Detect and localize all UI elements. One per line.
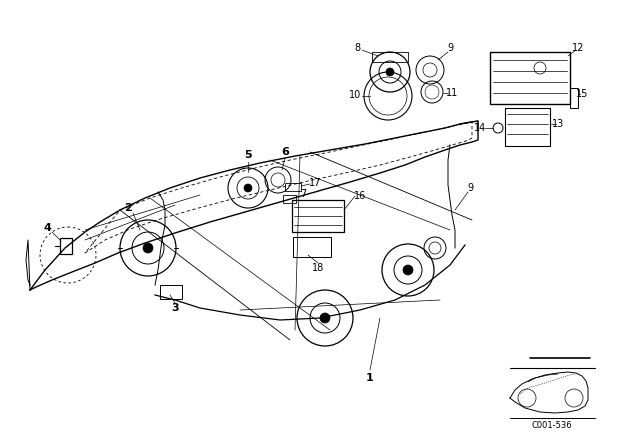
Text: C001-536: C001-536 [532,421,572,430]
Bar [293,237,331,257]
Bar [60,238,72,254]
Circle shape [403,265,413,275]
Text: 7: 7 [300,189,306,199]
Text: 8: 8 [354,43,360,53]
Text: 5: 5 [244,150,252,160]
Text: 14: 14 [474,123,486,133]
Text: 11: 11 [446,88,458,98]
Text: 4: 4 [43,223,51,233]
Bar [285,183,301,191]
Text: 18: 18 [312,263,324,273]
Text: 3: 3 [171,303,179,313]
Text: 13: 13 [552,119,564,129]
Text: 15: 15 [576,89,588,99]
Text: 16: 16 [354,191,366,201]
Text: 2: 2 [124,203,132,213]
Circle shape [244,184,252,192]
Text: 9: 9 [467,183,473,193]
Text: 9: 9 [447,43,453,53]
Bar [570,88,578,108]
Bar [160,285,182,299]
Text: 17: 17 [309,178,321,188]
Text: 12: 12 [572,43,584,53]
Circle shape [320,313,330,323]
Bar [292,200,344,232]
Bar [490,52,570,104]
Text: 6: 6 [281,147,289,157]
Text: 10: 10 [349,90,361,100]
Text: 1: 1 [366,373,374,383]
Bar [283,195,296,203]
Circle shape [143,243,153,253]
Bar [505,108,550,146]
Circle shape [386,68,394,76]
Bar [372,52,408,62]
